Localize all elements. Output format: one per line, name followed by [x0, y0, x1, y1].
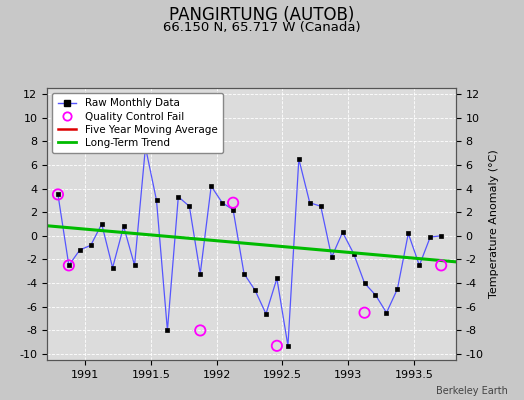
Text: 66.150 N, 65.717 W (Canada): 66.150 N, 65.717 W (Canada) — [163, 21, 361, 34]
Legend: Raw Monthly Data, Quality Control Fail, Five Year Moving Average, Long-Term Tren: Raw Monthly Data, Quality Control Fail, … — [52, 93, 223, 153]
Text: Berkeley Earth: Berkeley Earth — [436, 386, 508, 396]
Text: PANGIRTUNG (AUTOB): PANGIRTUNG (AUTOB) — [169, 6, 355, 24]
Point — [361, 310, 369, 316]
Point — [64, 262, 73, 268]
Point — [54, 191, 62, 198]
Point — [229, 200, 237, 206]
Point — [152, 144, 161, 150]
Y-axis label: Temperature Anomaly (°C): Temperature Anomaly (°C) — [489, 150, 499, 298]
Point — [437, 262, 445, 268]
Point — [196, 327, 204, 334]
Point — [272, 343, 281, 349]
